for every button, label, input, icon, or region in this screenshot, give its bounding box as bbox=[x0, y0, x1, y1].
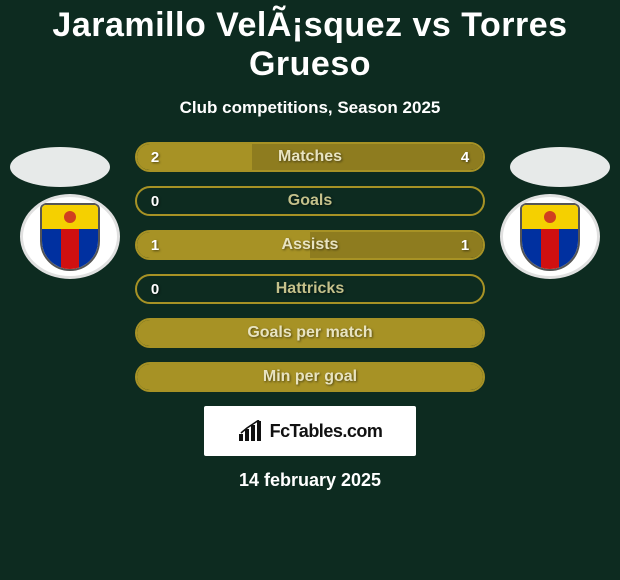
stat-bar: Min per goal bbox=[135, 362, 485, 392]
stat-label: Goals bbox=[137, 188, 483, 214]
player-photo-left bbox=[10, 147, 110, 187]
club-logo-right bbox=[500, 194, 600, 279]
stat-bar: Hattricks0 bbox=[135, 274, 485, 304]
stat-bar: Goals per match bbox=[135, 318, 485, 348]
stat-label: Min per goal bbox=[137, 364, 483, 390]
stat-bar: Assists1 1 bbox=[135, 230, 485, 260]
club-logo-left bbox=[20, 194, 120, 279]
stat-value-right: 4 bbox=[447, 144, 483, 170]
page-title: Jaramillo VelÃ¡squez vs Torres Grueso bbox=[0, 0, 620, 84]
stat-bar: Goals0 bbox=[135, 186, 485, 216]
stat-label: Matches bbox=[137, 144, 483, 170]
stat-value-right: 1 bbox=[447, 232, 483, 258]
stat-label: Hattricks bbox=[137, 276, 483, 302]
stat-bar: Matches2 4 bbox=[135, 142, 485, 172]
stat-bars: Matches24Goals0Assists11Hattricks0Goals … bbox=[135, 142, 485, 392]
subtitle: Club competitions, Season 2025 bbox=[0, 98, 620, 118]
branding-box: FcTables.com bbox=[204, 406, 416, 456]
stat-value-left: 0 bbox=[137, 276, 173, 302]
date-label: 14 february 2025 bbox=[0, 470, 620, 491]
stat-label: Assists bbox=[137, 232, 483, 258]
branding-text: FcTables.com bbox=[270, 421, 383, 442]
stat-label: Goals per match bbox=[137, 320, 483, 346]
stat-value-left: 2 bbox=[137, 144, 173, 170]
branding-logo-icon bbox=[238, 420, 264, 442]
comparison-container: Matches24Goals0Assists11Hattricks0Goals … bbox=[0, 142, 620, 392]
player-photo-right bbox=[510, 147, 610, 187]
stat-value-left: 1 bbox=[137, 232, 173, 258]
stat-value-left: 0 bbox=[137, 188, 173, 214]
